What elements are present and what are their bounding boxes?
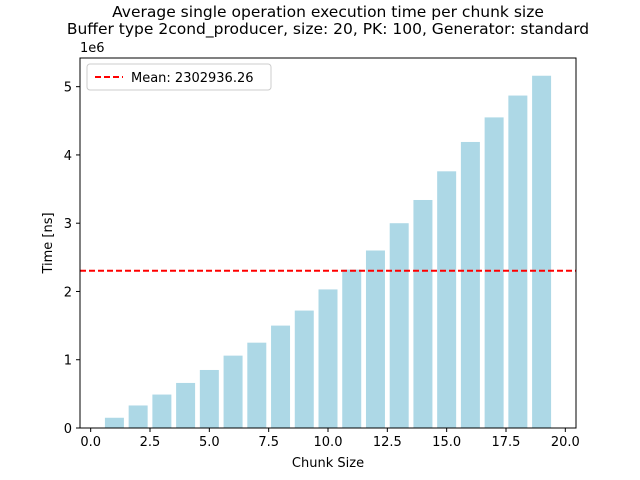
- bar-chunk-4: [176, 382, 196, 428]
- x-tick-label: 10.0: [314, 435, 343, 450]
- bar-chunk-12: [365, 250, 385, 428]
- y-tick-label: 5: [64, 81, 72, 96]
- y-scale-offset-label: 1e6: [80, 41, 105, 56]
- bar-chunk-6: [223, 355, 243, 428]
- x-tick-label: 5.0: [199, 435, 220, 450]
- bar-chunk-9: [294, 310, 314, 428]
- y-tick-label: 0: [64, 422, 72, 437]
- bar-chunk-15: [437, 171, 457, 428]
- x-ticks-group: 0.0 2.5 5.0 7.5 10.0 12.5 15.0 17.5 20.0: [80, 428, 580, 450]
- x-tick-label: 12.5: [373, 435, 402, 450]
- y-tick-label: 1: [64, 354, 72, 369]
- chart-subtitle: Buffer type 2cond_producer, size: 20, PK…: [67, 20, 589, 39]
- legend: Mean: 2302936.26: [86, 63, 272, 91]
- chart-title: Average single operation execution time …: [67, 3, 589, 39]
- bar-chunk-3: [152, 394, 172, 428]
- bar-chunk-10: [318, 289, 338, 428]
- bar-chunk-2: [128, 405, 148, 428]
- chart-title-line1: Average single operation execution time …: [112, 3, 544, 21]
- bars-group: [104, 75, 552, 428]
- x-tick-label: 0.0: [80, 435, 101, 450]
- legend-frame: [86, 63, 272, 91]
- bar-chunk-13: [389, 223, 409, 428]
- bar-chunk-8: [271, 325, 291, 428]
- bar-chunk-17: [484, 117, 504, 428]
- x-tick-label: 15.0: [432, 435, 461, 450]
- y-tick-label: 3: [64, 217, 72, 232]
- y-axis-label: Time [ns]: [41, 212, 56, 274]
- bar-chunk-18: [508, 95, 528, 428]
- bar-chunk-19: [532, 75, 552, 428]
- x-tick-label: 2.5: [140, 435, 161, 450]
- x-tick-label: 17.5: [492, 435, 521, 450]
- bar-chunk-14: [413, 199, 433, 428]
- y-tick-label: 2: [64, 285, 72, 300]
- bar-chunk-16: [460, 141, 480, 428]
- bar-chunk-1: [104, 417, 124, 428]
- bar-chunk-11: [342, 269, 362, 428]
- bar-chunk-7: [247, 342, 267, 428]
- y-tick-label: 4: [64, 149, 72, 164]
- x-tick-label: 20.0: [551, 435, 580, 450]
- bar-chunk-5: [199, 369, 219, 428]
- y-ticks-group: 0 1 2 3 4 5: [64, 81, 80, 437]
- x-axis-label: Chunk Size: [292, 456, 364, 471]
- legend-mean-label: Mean: 2302936.26: [131, 71, 254, 86]
- x-tick-label: 7.5: [258, 435, 279, 450]
